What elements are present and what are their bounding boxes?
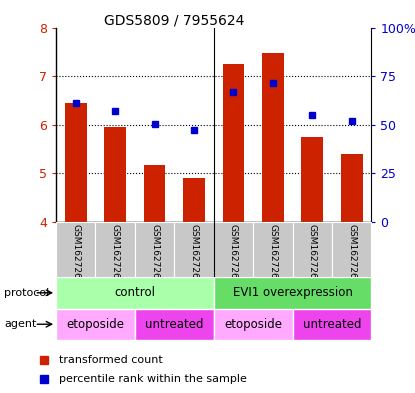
Text: GSM1627263: GSM1627263	[229, 224, 238, 284]
Text: EVI1 overexpression: EVI1 overexpression	[233, 286, 352, 299]
Text: protocol: protocol	[4, 288, 49, 298]
Bar	[144, 165, 166, 222]
Bar	[174, 222, 214, 277]
Text: GSM1627261: GSM1627261	[71, 224, 80, 284]
Text: GSM1627267: GSM1627267	[269, 224, 277, 284]
Text: GSM1627265: GSM1627265	[111, 224, 120, 284]
Text: agent: agent	[4, 319, 37, 329]
Bar	[214, 222, 253, 277]
Bar	[301, 137, 323, 222]
Bar	[341, 154, 363, 222]
Text: transformed count: transformed count	[59, 355, 163, 365]
Bar	[135, 222, 174, 277]
Text: GSM1627268: GSM1627268	[347, 224, 356, 284]
Bar	[214, 277, 371, 309]
Bar	[104, 127, 126, 222]
Text: etoposide: etoposide	[224, 318, 282, 331]
Text: untreated: untreated	[303, 318, 361, 331]
Bar	[95, 222, 135, 277]
Text: GSM1627266: GSM1627266	[190, 224, 198, 284]
Bar	[262, 53, 284, 222]
Text: etoposide: etoposide	[66, 318, 124, 331]
Bar	[56, 277, 214, 309]
Bar	[253, 222, 293, 277]
Bar	[183, 178, 205, 222]
Text: GSM1627262: GSM1627262	[150, 224, 159, 284]
Bar	[214, 309, 293, 340]
Text: untreated: untreated	[145, 318, 203, 331]
Text: percentile rank within the sample: percentile rank within the sample	[59, 374, 247, 384]
Bar	[65, 103, 87, 222]
Bar	[222, 64, 244, 222]
Bar	[56, 222, 95, 277]
Bar	[332, 222, 371, 277]
Bar	[293, 222, 332, 277]
Bar	[135, 309, 214, 340]
Bar	[56, 309, 135, 340]
Text: GSM1627264: GSM1627264	[308, 224, 317, 284]
Text: control: control	[115, 286, 155, 299]
Text: GDS5809 / 7955624: GDS5809 / 7955624	[104, 14, 244, 28]
Bar	[293, 309, 371, 340]
